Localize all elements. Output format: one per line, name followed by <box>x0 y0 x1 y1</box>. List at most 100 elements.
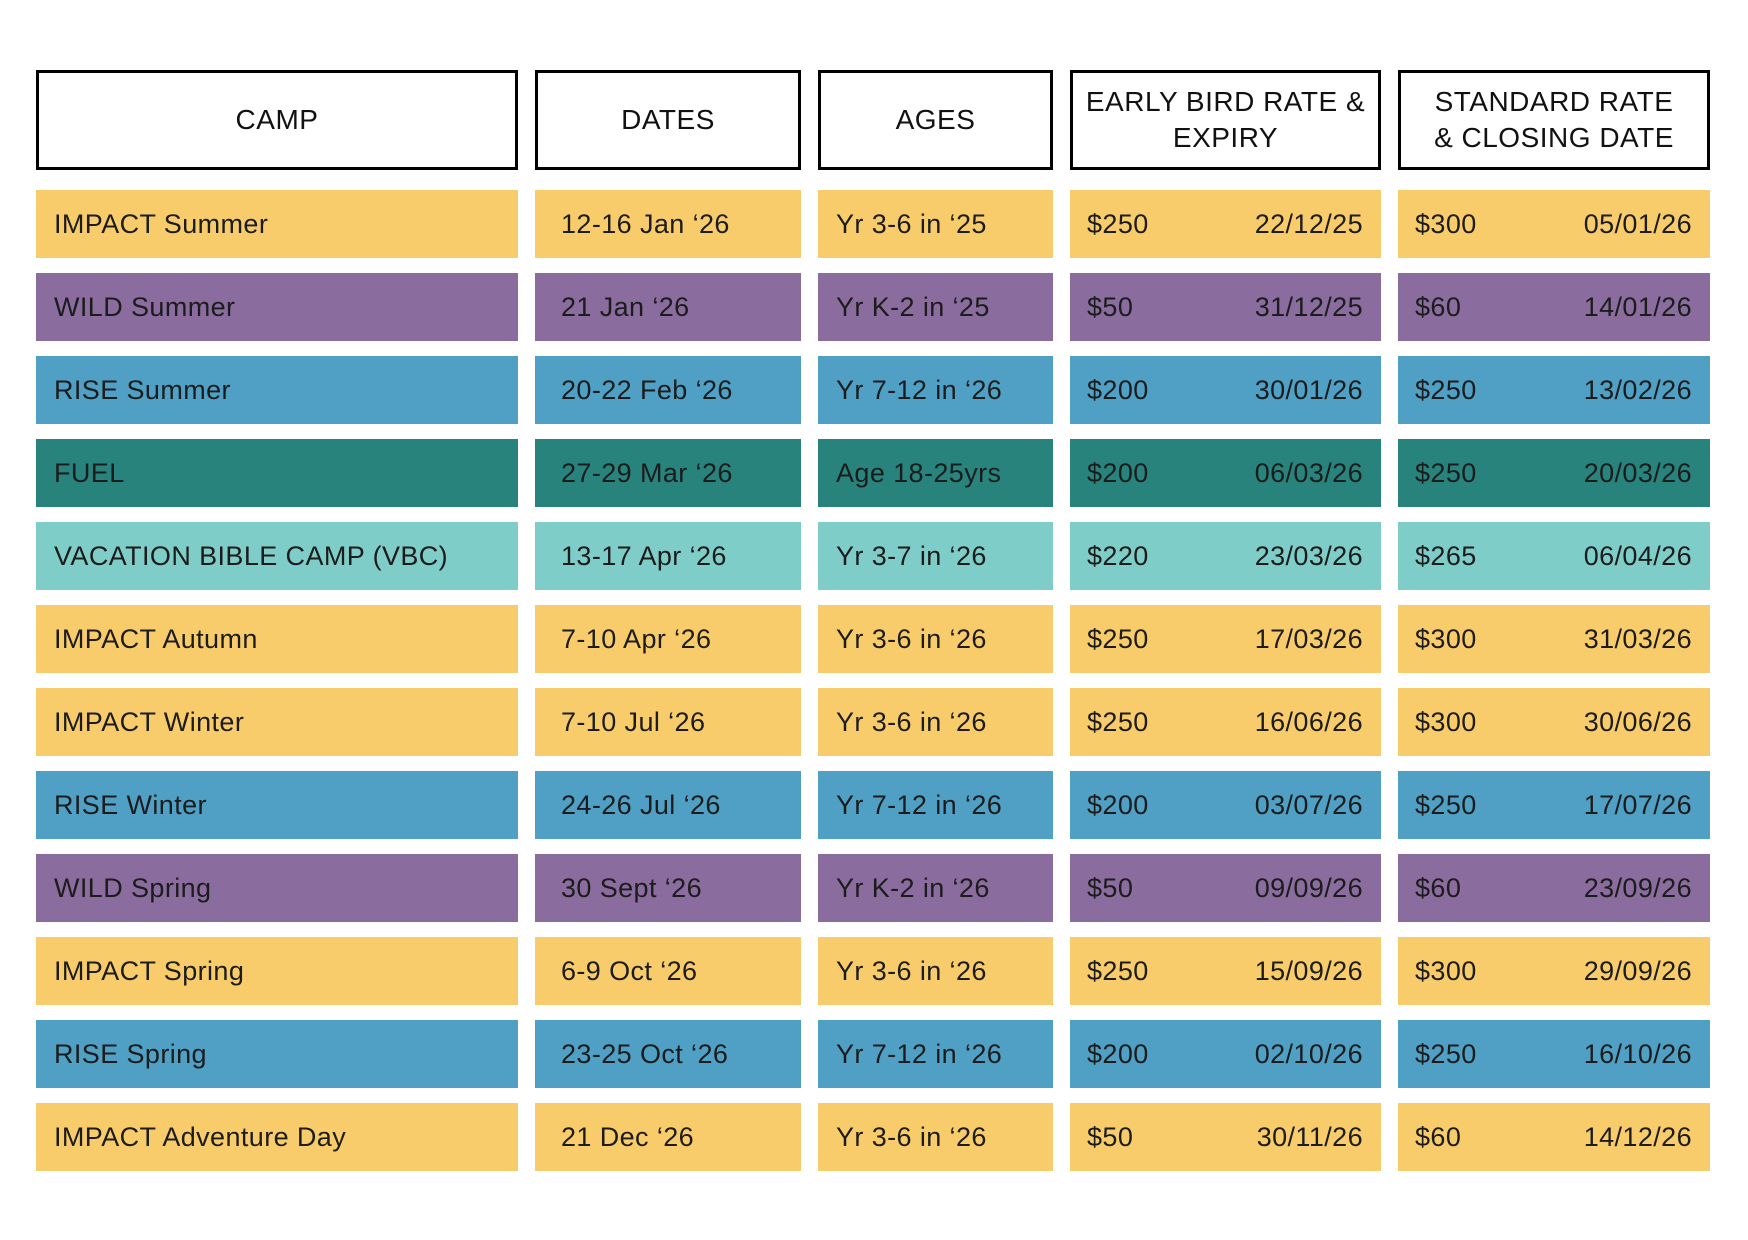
early-bird-price: $50 <box>1087 1121 1134 1152</box>
early-bird-expiry-date: 06/03/26 <box>1254 457 1363 488</box>
standard-rate-cell: $60 14/12/26 <box>1398 1103 1710 1171</box>
early-bird-rate-cell: $200 06/03/26 <box>1070 439 1381 507</box>
header-standard-rate: STANDARD RATE & CLOSING DATE <box>1398 70 1710 170</box>
standard-closing-date: 17/07/26 <box>1583 789 1692 820</box>
camp-dates-cell: 30 Sept ‘26 <box>535 854 801 922</box>
standard-closing-date: 29/09/26 <box>1583 955 1692 986</box>
standard-rate-cell: $250 20/03/26 <box>1398 439 1710 507</box>
standard-rate-cell: $250 13/02/26 <box>1398 356 1710 424</box>
camp-ages-cell: Yr 7-12 in ‘26 <box>818 771 1053 839</box>
early-bird-rate-cell: $250 16/06/26 <box>1070 688 1381 756</box>
camp-ages-cell: Yr 3-6 in ‘25 <box>818 190 1053 258</box>
camp-name-cell: IMPACT Summer <box>36 190 518 258</box>
early-bird-price: $250 <box>1087 706 1149 737</box>
early-bird-rate-cell: $200 03/07/26 <box>1070 771 1381 839</box>
standard-price: $250 <box>1415 374 1477 405</box>
camp-name-cell: RISE Summer <box>36 356 518 424</box>
early-bird-expiry-date: 31/12/25 <box>1254 291 1363 322</box>
standard-price: $250 <box>1415 457 1477 488</box>
camp-dates-cell: 20-22 Feb ‘26 <box>535 356 801 424</box>
standard-closing-date: 05/01/26 <box>1583 208 1692 239</box>
standard-price: $250 <box>1415 1038 1477 1069</box>
early-bird-rate-cell: $50 30/11/26 <box>1070 1103 1381 1171</box>
early-bird-expiry-date: 02/10/26 <box>1254 1038 1363 1069</box>
standard-price: $300 <box>1415 706 1477 737</box>
camp-name-cell: RISE Winter <box>36 771 518 839</box>
standard-rate-cell: $250 16/10/26 <box>1398 1020 1710 1088</box>
early-bird-price: $50 <box>1087 872 1134 903</box>
early-bird-expiry-date: 30/11/26 <box>1256 1121 1363 1152</box>
camp-name-cell: VACATION BIBLE CAMP (VBC) <box>36 522 518 590</box>
standard-closing-date: 20/03/26 <box>1583 457 1692 488</box>
camp-dates-cell: 21 Dec ‘26 <box>535 1103 801 1171</box>
standard-price: $60 <box>1415 872 1462 903</box>
standard-closing-date: 06/04/26 <box>1583 540 1692 571</box>
camp-name-cell: WILD Spring <box>36 854 518 922</box>
standard-closing-date: 16/10/26 <box>1583 1038 1692 1069</box>
camp-name-cell: RISE Spring <box>36 1020 518 1088</box>
early-bird-expiry-date: 22/12/25 <box>1254 208 1363 239</box>
early-bird-rate-cell: $220 23/03/26 <box>1070 522 1381 590</box>
camp-ages-cell: Yr 7-12 in ‘26 <box>818 1020 1053 1088</box>
early-bird-expiry-date: 09/09/26 <box>1254 872 1363 903</box>
camp-ages-cell: Yr 3-6 in ‘26 <box>818 605 1053 673</box>
early-bird-expiry-date: 03/07/26 <box>1254 789 1363 820</box>
camp-ages-cell: Yr 3-6 in ‘26 <box>818 937 1053 1005</box>
camp-ages-cell: Age 18-25yrs <box>818 439 1053 507</box>
camp-ages-cell: Yr 7-12 in ‘26 <box>818 356 1053 424</box>
header-camp: CAMP <box>36 70 518 170</box>
standard-rate-cell: $250 17/07/26 <box>1398 771 1710 839</box>
standard-closing-date: 23/09/26 <box>1583 872 1692 903</box>
camp-schedule-table: CAMP DATES AGES EARLY BIRD RATE & EXPIRY… <box>36 70 1712 1171</box>
early-bird-rate-cell: $200 02/10/26 <box>1070 1020 1381 1088</box>
early-bird-price: $220 <box>1087 540 1149 571</box>
early-bird-price: $200 <box>1087 1038 1149 1069</box>
standard-closing-date: 14/01/26 <box>1583 291 1692 322</box>
early-bird-price: $250 <box>1087 208 1149 239</box>
early-bird-price: $250 <box>1087 623 1149 654</box>
standard-closing-date: 31/03/26 <box>1583 623 1692 654</box>
early-bird-price: $250 <box>1087 955 1149 986</box>
early-bird-rate-cell: $250 17/03/26 <box>1070 605 1381 673</box>
camp-name-cell: WILD Summer <box>36 273 518 341</box>
standard-price: $60 <box>1415 291 1462 322</box>
camp-name-cell: IMPACT Winter <box>36 688 518 756</box>
standard-rate-cell: $300 31/03/26 <box>1398 605 1710 673</box>
early-bird-rate-cell: $250 15/09/26 <box>1070 937 1381 1005</box>
early-bird-expiry-date: 15/09/26 <box>1254 955 1363 986</box>
standard-price: $265 <box>1415 540 1477 571</box>
standard-price: $250 <box>1415 789 1477 820</box>
camp-ages-cell: Yr K-2 in ‘26 <box>818 854 1053 922</box>
camp-dates-cell: 24-26 Jul ‘26 <box>535 771 801 839</box>
early-bird-price: $200 <box>1087 457 1149 488</box>
standard-rate-cell: $60 23/09/26 <box>1398 854 1710 922</box>
early-bird-rate-cell: $50 31/12/25 <box>1070 273 1381 341</box>
standard-rate-cell: $300 30/06/26 <box>1398 688 1710 756</box>
camp-name-cell: IMPACT Adventure Day <box>36 1103 518 1171</box>
camp-ages-cell: Yr 3-7 in ‘26 <box>818 522 1053 590</box>
standard-price: $300 <box>1415 955 1477 986</box>
camp-dates-cell: 12-16 Jan ‘26 <box>535 190 801 258</box>
early-bird-price: $50 <box>1087 291 1134 322</box>
standard-price: $300 <box>1415 208 1477 239</box>
early-bird-rate-cell: $250 22/12/25 <box>1070 190 1381 258</box>
early-bird-expiry-date: 23/03/26 <box>1254 540 1363 571</box>
camp-dates-cell: 6-9 Oct ‘26 <box>535 937 801 1005</box>
early-bird-price: $200 <box>1087 374 1149 405</box>
standard-rate-cell: $300 29/09/26 <box>1398 937 1710 1005</box>
header-early-bird: EARLY BIRD RATE & EXPIRY <box>1070 70 1381 170</box>
early-bird-rate-cell: $50 09/09/26 <box>1070 854 1381 922</box>
standard-price: $60 <box>1415 1121 1462 1152</box>
early-bird-expiry-date: 16/06/26 <box>1254 706 1363 737</box>
camp-dates-cell: 27-29 Mar ‘26 <box>535 439 801 507</box>
standard-rate-cell: $300 05/01/26 <box>1398 190 1710 258</box>
camp-ages-cell: Yr K-2 in ‘25 <box>818 273 1053 341</box>
standard-rate-cell: $265 06/04/26 <box>1398 522 1710 590</box>
camp-dates-cell: 7-10 Apr ‘26 <box>535 605 801 673</box>
camp-name-cell: IMPACT Autumn <box>36 605 518 673</box>
early-bird-expiry-date: 17/03/26 <box>1254 623 1363 654</box>
header-ages: AGES <box>818 70 1053 170</box>
camp-dates-cell: 23-25 Oct ‘26 <box>535 1020 801 1088</box>
early-bird-rate-cell: $200 30/01/26 <box>1070 356 1381 424</box>
